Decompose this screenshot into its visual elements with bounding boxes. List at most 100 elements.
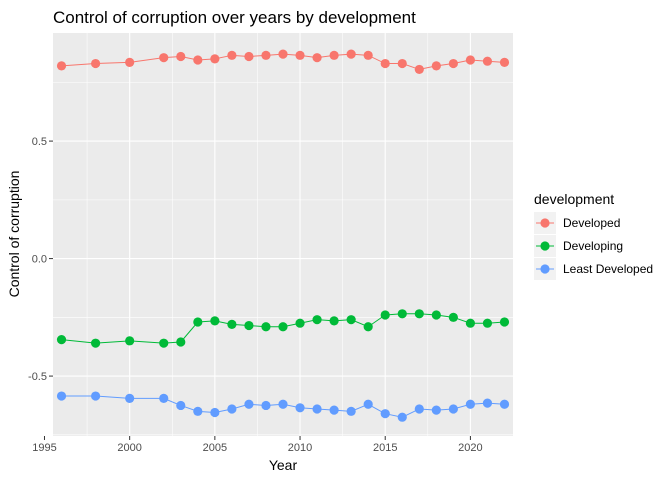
data-point-developed [465,55,476,65]
data-point-developed [363,50,373,60]
data-point-developed [278,49,288,59]
legend-label-developed: Developed [563,216,620,230]
series-layer [56,49,510,422]
data-point-developing [159,338,169,348]
data-point-developing [448,312,458,322]
data-point-developed [499,57,510,67]
data-point-least-developed [295,403,305,413]
data-point-developing [499,317,510,327]
data-point-least-developed [380,409,390,419]
data-point-developing [465,318,476,328]
data-point-developed [431,61,441,71]
data-point-developing [431,310,441,320]
data-point-developed [261,50,271,60]
data-point-least-developed [227,404,237,414]
legend-label-least-developed: Least Developed [563,262,653,276]
data-point-developed [244,51,254,62]
data-point-least-developed [125,393,135,404]
data-point-developed [346,49,356,59]
data-point-developing [346,315,356,325]
data-point-least-developed [448,404,458,414]
data-point-least-developed [482,398,493,408]
data-point-developed [227,50,237,60]
y-axis-title: Control of corruption [6,171,22,298]
data-point-developed [482,56,493,66]
data-point-developed [125,57,135,67]
x-axis: 1995 2000 2005 2010 2015 2020 [32,436,483,454]
data-point-developed [210,54,220,64]
data-point-developed [380,58,390,69]
legend: development Developed Developing Least Dev… [534,191,653,280]
y-tick-label: 0.5 [32,136,47,148]
data-point-least-developed [176,400,186,411]
data-point-least-developed [499,399,510,409]
data-point-developing [397,309,407,319]
y-tick-label: 0.0 [32,254,47,266]
data-point-least-developed [278,399,288,409]
data-point-developing [380,310,390,320]
data-point-least-developed [244,399,254,409]
data-point-developed [329,50,339,60]
data-point-developed [414,64,424,75]
x-tick-label: 2020 [458,442,482,454]
data-point-developing [90,338,101,348]
data-point-developing [482,318,493,328]
series-least-developed [56,391,510,422]
data-point-developing [56,335,67,345]
data-point-least-developed [193,406,203,416]
series-developed [56,49,510,75]
data-point-developing [125,336,135,346]
data-point-developing [210,316,220,326]
data-point-least-developed [397,412,407,422]
series-developing [56,309,510,348]
data-point-developed [176,51,186,62]
data-point-least-developed [363,399,373,409]
data-point-developing [227,319,237,329]
chart-title: Control of corruption over years by deve… [53,8,416,27]
data-point-least-developed [431,405,441,415]
data-point-developing [295,318,305,328]
data-point-developed [90,58,101,69]
data-point-developing [312,315,322,325]
legend-key-point-least-developed [540,264,550,274]
x-tick-label: 1995 [32,442,56,454]
y-tick-label: -0.5 [28,371,47,383]
data-point-least-developed [346,406,356,416]
data-point-least-developed [414,404,424,414]
data-point-developed [159,53,169,63]
data-point-least-developed [312,404,322,414]
data-point-least-developed [329,405,339,415]
data-point-developing [329,316,339,326]
data-point-developed [56,61,67,71]
data-point-least-developed [465,399,476,409]
data-point-least-developed [261,400,271,411]
data-point-developed [397,58,407,69]
data-point-least-developed [56,391,67,401]
y-axis: -0.5 0.0 0.5 [28,136,53,383]
data-point-developed [448,58,458,69]
x-tick-label: 2015 [373,442,397,454]
data-point-least-developed [90,391,101,401]
data-point-developing [244,320,254,331]
legend-key-point-developed [540,218,550,228]
data-point-least-developed [159,393,169,404]
data-point-developed [193,55,203,65]
data-point-developing [414,309,424,319]
data-point-developed [312,53,322,63]
data-point-least-developed [210,407,220,418]
data-point-developing [176,337,186,347]
data-point-developing [363,322,373,332]
data-point-developed [295,50,305,60]
data-point-developing [261,322,271,332]
grid-major [43,33,513,436]
data-point-developing [193,317,203,327]
x-tick-label: 2005 [203,442,227,454]
data-point-developing [278,322,288,332]
x-tick-label: 2000 [117,442,141,454]
legend-label-developing: Developing [563,239,623,253]
x-tick-label: 2010 [288,442,312,454]
x-axis-title: Year [269,457,298,473]
legend-title: development [534,191,614,207]
legend-key-point-developing [540,241,550,251]
